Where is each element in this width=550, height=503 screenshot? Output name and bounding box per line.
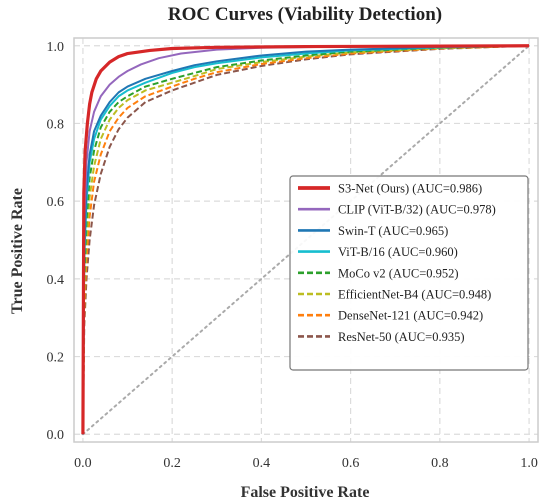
legend-box [289, 175, 529, 371]
legend-label: Swin-T (AUC=0.965) [338, 224, 448, 238]
x-tick-label: 0.2 [163, 456, 181, 471]
legend-label: ViT-B/16 (AUC=0.960) [338, 245, 458, 259]
x-tick-label: 0.0 [74, 456, 92, 471]
y-tick-label: 0.6 [47, 195, 65, 210]
legend-label: S3-Net (Ours) (AUC=0.986) [338, 182, 482, 196]
roc-curves [81, 44, 530, 435]
x-tick-label: 1.0 [520, 456, 538, 471]
legend: S3-Net (Ours) (AUC=0.986) CLIP (ViT-B/32)… [289, 175, 529, 371]
y-tick-labels: 0.0 0.2 0.4 0.6 0.8 1.0 [47, 40, 65, 443]
legend-label: ResNet-50 (AUC=0.935) [338, 330, 464, 344]
y-tick-label: 0.2 [47, 351, 65, 366]
plot-frame [73, 37, 539, 443]
roc-curve-0 [81, 44, 530, 435]
legend-label: DenseNet-121 (AUC=0.942) [338, 309, 483, 323]
x-axis-label: False Positive Rate [241, 484, 370, 501]
legend-label: CLIP (ViT-B/32) (AUC=0.978) [338, 203, 496, 217]
x-tick-label: 0.4 [253, 456, 271, 471]
plot-border [73, 37, 539, 443]
chart-title: ROC Curves (Viability Detection) [168, 4, 442, 25]
y-tick-label: 0.8 [47, 117, 65, 132]
legend-label: MoCo v2 (AUC=0.952) [338, 266, 459, 280]
roc-curve-4 [81, 44, 530, 435]
y-tick-label: 0.4 [47, 273, 65, 288]
roc-curve-5 [81, 44, 530, 435]
roc-curve-7 [81, 44, 530, 435]
y-tick-label: 1.0 [47, 40, 65, 55]
roc-curve-2 [81, 44, 530, 435]
y-axis-label: True Positive Rate [9, 188, 26, 314]
x-tick-label: 0.6 [342, 456, 360, 471]
x-tick-labels: 0.0 0.2 0.4 0.6 0.8 1.0 [74, 456, 538, 471]
legend-label: EfficientNet-B4 (AUC=0.948) [338, 288, 491, 302]
y-tick-label: 0.0 [47, 428, 65, 443]
x-tick-label: 0.8 [431, 456, 449, 471]
roc-curve-6 [81, 44, 530, 435]
